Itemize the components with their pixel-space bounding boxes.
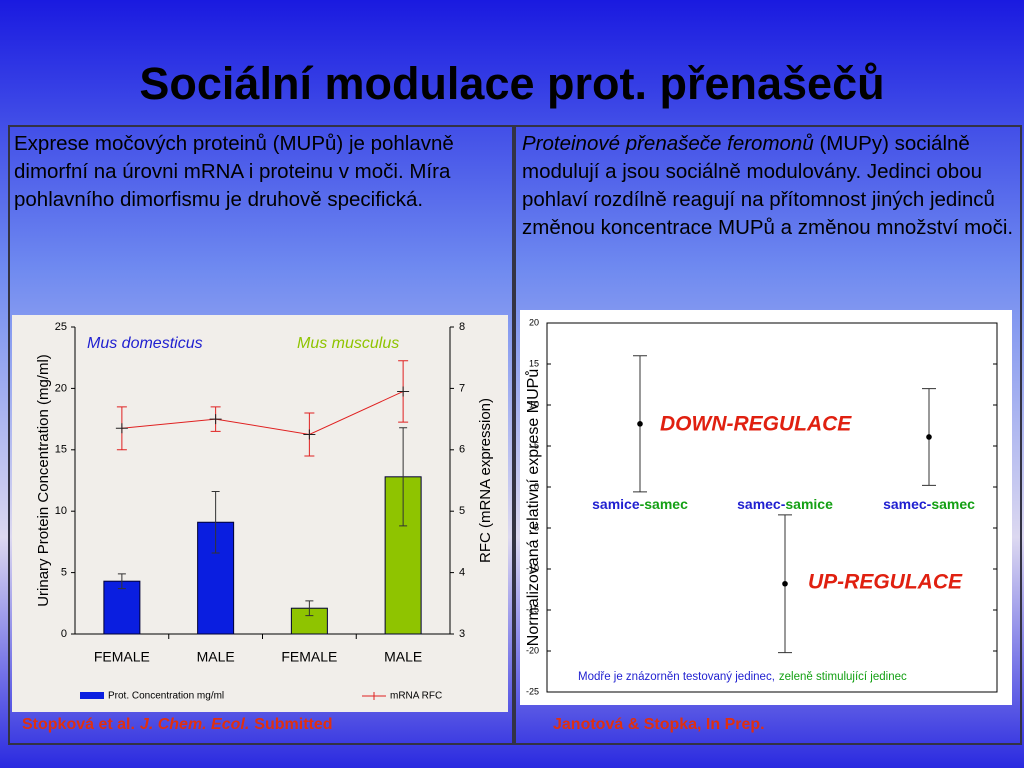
citation-left: Stopková et al. J. Chem. Ecol. Submitted bbox=[22, 716, 338, 734]
x-tick-label: FEMALE bbox=[281, 649, 337, 665]
y-tick-label: -5 bbox=[531, 522, 539, 532]
x-category: samice-samec bbox=[592, 496, 688, 512]
y-tick-label: 15 bbox=[529, 358, 539, 368]
x-tick-label: MALE bbox=[197, 649, 235, 665]
group-label: Mus musculus bbox=[297, 335, 399, 352]
note: Modře je znázorněn testovaný jedinec, zel… bbox=[578, 671, 907, 683]
line-marker bbox=[115, 423, 128, 434]
cite: Submitted bbox=[254, 716, 333, 733]
y-tick-label: 0 bbox=[534, 481, 539, 491]
citation-right: Janotová & Stopka, In Prep. bbox=[553, 716, 765, 733]
cite-journal: J. Chem. Ecol. bbox=[139, 716, 250, 733]
plot-frame bbox=[546, 322, 998, 693]
left-panel bbox=[8, 125, 514, 745]
legend-swatch bbox=[362, 692, 386, 700]
line bbox=[121, 391, 404, 435]
slide-title: Sociální modulace prot. přenašečů bbox=[139, 58, 885, 109]
annotation: DOWN-REGULACE bbox=[660, 413, 852, 436]
y-tick-label: -15 bbox=[526, 604, 539, 614]
x-category: samec-samice bbox=[737, 496, 833, 512]
legend-swatch bbox=[80, 692, 104, 699]
right-panel bbox=[514, 125, 1022, 745]
y2-tick-label: 7 bbox=[459, 382, 465, 394]
y-tick-label: 25 bbox=[55, 321, 67, 333]
y-tick-label: 10 bbox=[55, 505, 67, 517]
y2-tick-label: 6 bbox=[459, 444, 465, 456]
y-axis-label: Normalizovaná relativní exprese MUPů bbox=[524, 369, 542, 646]
category-part: samec- bbox=[883, 496, 932, 512]
y-tick-label: 0 bbox=[61, 628, 67, 640]
y-tick-label: 15 bbox=[55, 444, 67, 456]
category-part: samice bbox=[592, 496, 640, 512]
y-axis-label: Urinary Protein Concentration (mg/ml) bbox=[35, 354, 52, 607]
y-tick-label: 20 bbox=[55, 382, 67, 394]
group-label: Mus domesticus bbox=[87, 335, 203, 352]
bar bbox=[103, 580, 141, 635]
point bbox=[926, 434, 932, 440]
chart-bg bbox=[12, 315, 508, 712]
x-category: samec-samec bbox=[883, 496, 975, 512]
chart-left: 0 5 10 15 20 25 3 4 5 6 7 8 Urinary Protein Concentr… bbox=[12, 315, 508, 712]
chart-right: -25 -20 -15 -10 -5 0 5 10 15 20 Normalizovaná rela… bbox=[520, 310, 1012, 705]
y2-tick-label: 5 bbox=[459, 505, 465, 517]
point bbox=[782, 580, 788, 587]
y-tick-label: -10 bbox=[526, 563, 539, 573]
note-part: Modře je znázorněn testovaný jedinec, bbox=[578, 671, 775, 683]
category-part: samec- bbox=[737, 496, 786, 512]
point bbox=[637, 421, 643, 427]
chart-bg bbox=[520, 310, 1012, 705]
line-marker bbox=[303, 429, 316, 440]
y2-tick-label: 4 bbox=[459, 567, 465, 579]
line-marker bbox=[209, 414, 222, 425]
left-text: Exprese močových proteinů (MUPů) je pohl… bbox=[14, 132, 454, 211]
y-tick-label: -20 bbox=[526, 645, 539, 655]
error-bar bbox=[399, 427, 408, 527]
y-tick-label: 20 bbox=[529, 317, 539, 327]
y2-axis-label: RFC (mRNA expression) bbox=[477, 398, 494, 563]
y2-tick-label: 8 bbox=[459, 321, 465, 333]
x-tick-label: FEMALE bbox=[94, 649, 150, 665]
text-italic: Proteinové přenašeče feromonů bbox=[522, 132, 814, 155]
category-part: -samec bbox=[640, 496, 688, 512]
error-bar bbox=[305, 600, 314, 617]
cite: Stopková et al. bbox=[22, 716, 135, 733]
y-tick-label: 5 bbox=[534, 440, 539, 450]
y-tick-label: 5 bbox=[61, 567, 67, 579]
legend-label: mRNA RFC bbox=[390, 691, 442, 702]
right-text: Proteinové přenašeče feromonů (MUPy) soc… bbox=[522, 130, 1016, 242]
y-tick-label: -25 bbox=[526, 686, 539, 696]
error-bar bbox=[117, 573, 126, 590]
category-part: samec bbox=[931, 496, 975, 512]
legend-label: Prot. Concentration mg/ml bbox=[108, 691, 224, 702]
y2-tick-label: 3 bbox=[459, 628, 465, 640]
x-tick-label: MALE bbox=[384, 649, 422, 665]
note-part: zeleně stimulující jedinec bbox=[779, 671, 907, 683]
error-bar bbox=[211, 491, 220, 554]
annotation: UP-REGULACE bbox=[808, 571, 963, 594]
line-marker bbox=[397, 386, 410, 397]
y-tick-label: 10 bbox=[529, 399, 539, 409]
category-part: samice bbox=[785, 496, 833, 512]
text: (MUPy) sociálně modulují a jsou sociálně… bbox=[522, 132, 1014, 239]
